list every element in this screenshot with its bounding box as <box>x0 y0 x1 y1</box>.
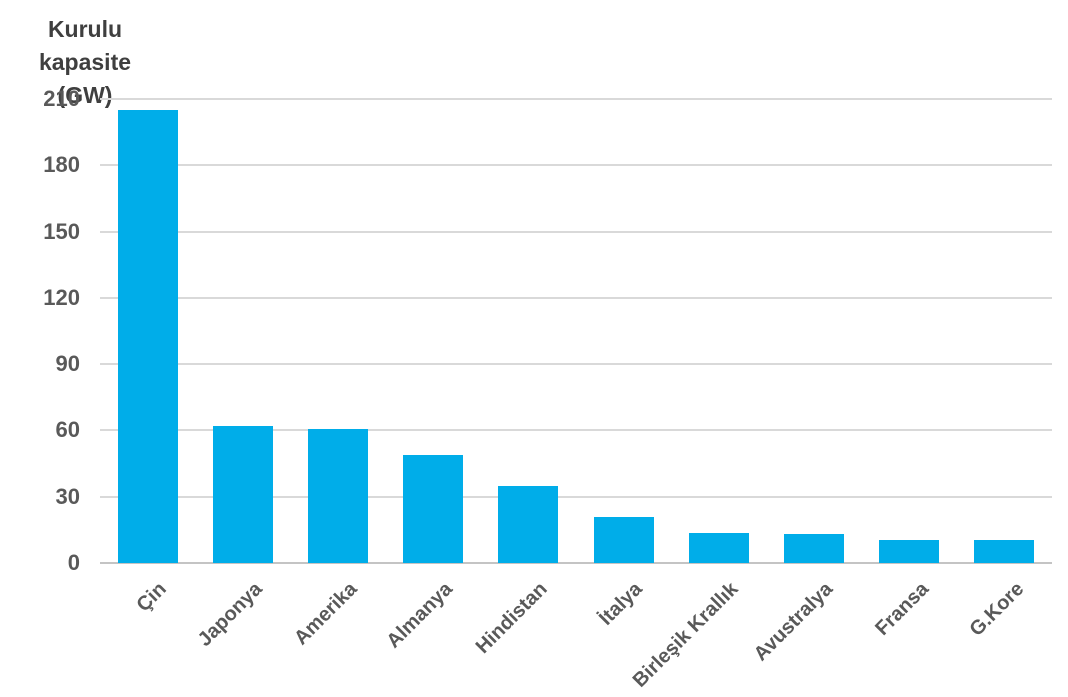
x-tick-label: Almanya <box>382 578 457 653</box>
gridline <box>100 495 1052 498</box>
gridline <box>100 164 1052 167</box>
x-tick-label: G.Kore <box>965 578 1028 641</box>
plot-area <box>100 98 1052 564</box>
gridline <box>100 98 1052 100</box>
gridline <box>100 429 1052 432</box>
gridline <box>100 363 1052 366</box>
gridline <box>100 230 1052 233</box>
x-tick-label: Japonya <box>193 578 267 651</box>
bar-Avustralya <box>784 533 844 563</box>
x-tick-label: Amerika <box>290 578 362 650</box>
y-tick-label: 150 <box>43 218 80 244</box>
bar-Almanya <box>403 454 464 563</box>
y-tick-label: 0 <box>67 550 80 575</box>
bar-G.Kore <box>974 540 1035 563</box>
y-tick-label: 30 <box>55 483 80 509</box>
y-tick-label: 120 <box>43 284 80 310</box>
y-tick-label: 60 <box>55 417 80 443</box>
x-tick-label: Fransa <box>870 578 933 640</box>
bar-Hindistan <box>498 486 559 563</box>
bar-Fransa <box>879 539 940 563</box>
y-axis-title-line1: Kurulu kapasite <box>38 16 132 75</box>
bar-Japonya <box>212 426 273 563</box>
x-tick-label: Avustralya <box>750 578 838 666</box>
bar-Amerika <box>308 429 368 563</box>
y-tick-label: 210 <box>43 86 80 111</box>
x-tick-label: Hindistan <box>471 578 552 658</box>
bar-İtalya <box>593 516 654 563</box>
bar-Birleşik Krallık <box>688 533 749 563</box>
x-axis-line <box>100 562 1052 564</box>
y-axis-title: Kurulu kapasite (GW) <box>0 13 170 112</box>
bar-Çin <box>117 110 178 563</box>
gridline <box>100 296 1052 299</box>
y-tick-label: 90 <box>55 351 80 377</box>
x-tick-label: Çin <box>132 578 172 617</box>
x-tick-label: İtalya <box>595 578 648 630</box>
y-tick-label: 180 <box>43 152 80 178</box>
y-axis-title-line2: (GW) <box>57 82 113 108</box>
